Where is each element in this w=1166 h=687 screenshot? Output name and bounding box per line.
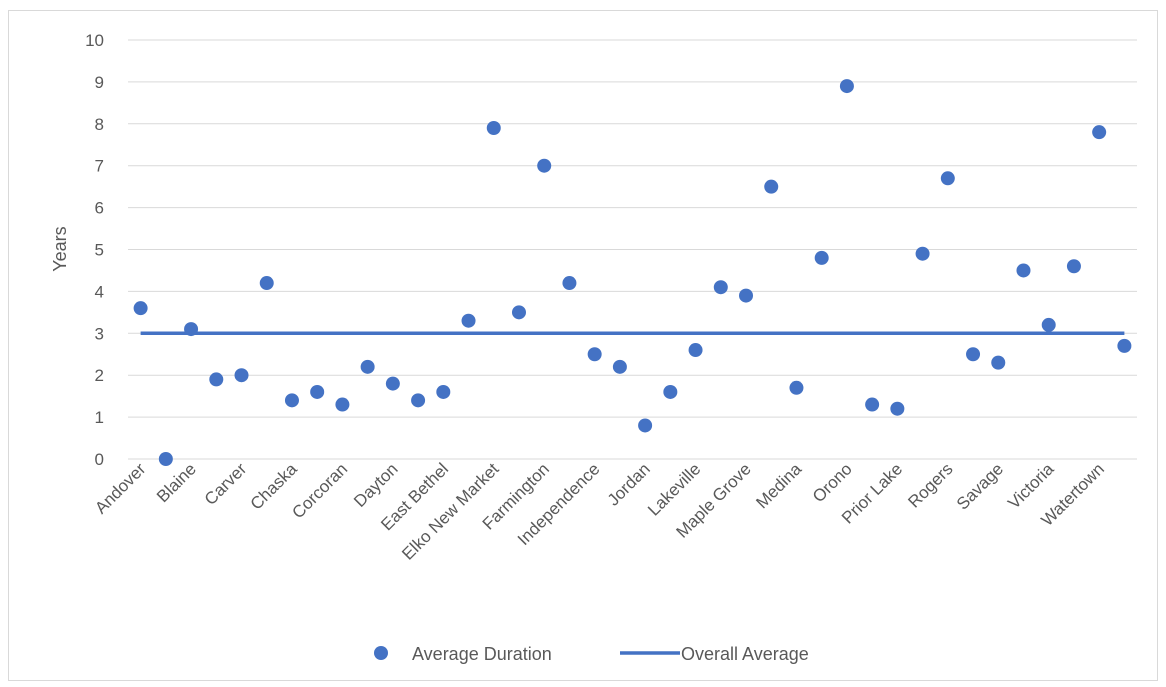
data-point	[133, 301, 148, 316]
data-point	[411, 393, 426, 408]
y-tick-label: 3	[95, 324, 104, 343]
y-tick-label: 0	[95, 450, 104, 469]
x-tick-label: Carver	[201, 459, 251, 509]
data-point	[966, 347, 981, 362]
data-point	[890, 401, 905, 416]
data-point	[839, 79, 854, 94]
data-point	[713, 280, 728, 295]
data-point	[1016, 263, 1031, 278]
data-point	[1117, 338, 1132, 353]
x-tick-label: Blaine	[153, 459, 200, 506]
y-axis-ticks: 0 1 2 3 4 5 6 7 8 9 10	[85, 31, 104, 469]
data-point	[1092, 125, 1107, 140]
data-point	[663, 384, 678, 399]
x-tick-label: Corcoran	[288, 459, 351, 522]
x-tick-label: Savage	[953, 459, 1007, 513]
data-point	[310, 384, 325, 399]
x-tick-label: Orono	[809, 459, 856, 506]
y-tick-label: 10	[85, 31, 104, 50]
x-tick-label: Rogers	[904, 459, 956, 511]
data-point	[234, 368, 249, 383]
data-point	[764, 179, 779, 194]
legend-label-overall-average: Overall Average	[681, 644, 809, 664]
data-point	[1041, 317, 1056, 332]
data-point	[486, 120, 501, 135]
y-tick-label: 9	[95, 73, 104, 92]
legend-label-average-duration: Average Duration	[412, 644, 552, 664]
data-point	[940, 171, 955, 186]
legend: Average Duration Overall Average	[374, 644, 809, 664]
y-axis-title: Years	[50, 226, 70, 271]
x-axis-ticks: Andover Blaine CarverChaskaCorcoranDaytonE…	[91, 459, 1108, 564]
data-point	[638, 418, 653, 433]
data-point	[436, 384, 451, 399]
y-tick-label: 8	[95, 115, 104, 134]
data-point	[184, 322, 199, 337]
data-point	[991, 355, 1006, 370]
data-point	[511, 305, 526, 320]
y-tick-label: 6	[95, 199, 104, 218]
data-point	[209, 372, 224, 387]
data-point	[259, 276, 274, 291]
y-tick-label: 1	[95, 408, 104, 427]
data-point	[562, 276, 577, 291]
data-point	[789, 380, 804, 395]
legend-marker-average-duration	[374, 646, 388, 660]
data-point	[537, 158, 552, 173]
data-point	[587, 347, 602, 362]
y-tick-label: 4	[95, 282, 104, 301]
data-point	[814, 250, 829, 265]
gridlines	[128, 39, 1137, 460]
data-point	[865, 397, 880, 412]
data-point	[335, 397, 350, 412]
y-tick-label: 7	[95, 157, 104, 176]
x-tick-label: Jordan	[604, 459, 654, 509]
data-point	[385, 376, 400, 391]
data-point	[1066, 259, 1081, 274]
data-point	[360, 359, 375, 374]
y-tick-label: 2	[95, 366, 104, 385]
chart-frame	[8, 10, 1158, 681]
data-point	[688, 343, 703, 358]
data-point	[284, 393, 299, 408]
y-tick-label: 5	[95, 241, 104, 260]
x-tick-label: Medina	[752, 459, 805, 512]
data-point	[461, 313, 476, 328]
average-duration-series	[133, 79, 1132, 466]
data-point	[158, 452, 173, 466]
data-point	[739, 288, 754, 303]
data-point	[915, 246, 930, 261]
data-point	[612, 359, 627, 374]
